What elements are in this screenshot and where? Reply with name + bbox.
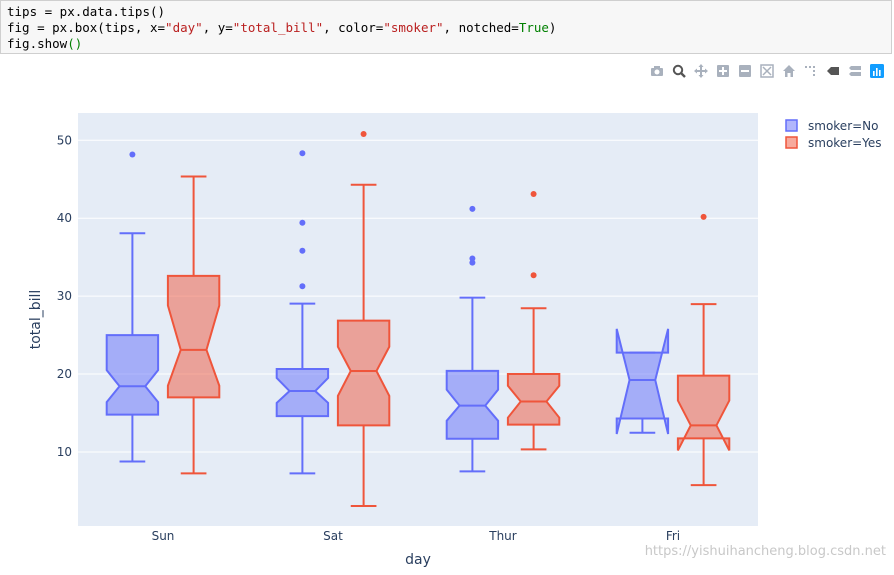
outlier-point [530, 272, 537, 279]
code-line-1: tips = px.data.tips() [7, 4, 885, 20]
outlier-point [299, 283, 306, 290]
code-cell[interactable]: tips = px.data.tips() fig = px.box(tips,… [0, 0, 892, 54]
pan-icon[interactable] [690, 62, 712, 80]
outlier-point [469, 205, 476, 212]
x-axis-title: day [405, 552, 431, 568]
watermark: https://yishuihancheng.blog.csdn.net [644, 544, 886, 559]
code-text: fig.show [7, 36, 68, 51]
code-text: tips = px.data.tips() [7, 4, 166, 19]
legend-swatch [785, 136, 798, 149]
outlier-point [469, 259, 476, 266]
x-tick-label: Thur [488, 529, 517, 543]
x-tick-label: Sun [152, 529, 175, 543]
outlier-point [299, 219, 306, 226]
plotly-logo-icon[interactable] [866, 62, 888, 80]
code-string: "day" [165, 20, 203, 35]
box-smoker-yes-sun [166, 274, 221, 399]
code-line-2: fig = px.box(tips, x="day", y="total_bil… [7, 20, 885, 36]
box-smoker-yes-sat [336, 319, 391, 427]
y-axis-title: total_bill [28, 290, 44, 350]
code-text: ) [548, 20, 557, 35]
box-smoker-no-sat [275, 367, 330, 418]
code-text: , color= [323, 20, 384, 35]
outlier-point [299, 150, 306, 157]
box-smoker-yes-fri [676, 374, 731, 451]
x-tick-label: Sat [323, 529, 343, 543]
box-smoker-no-sun [105, 334, 160, 416]
outlier-point [299, 247, 306, 254]
code-keyword: () [67, 36, 83, 51]
zoom-in-icon[interactable] [712, 62, 734, 80]
y-tick-label: 20 [57, 367, 72, 381]
zoom-out-icon[interactable] [734, 62, 756, 80]
y-tick-label: 10 [57, 445, 72, 459]
code-string: "smoker" [383, 20, 444, 35]
code-line-3: fig.show() [7, 36, 885, 52]
outlier-point [530, 190, 537, 197]
outlier-point [360, 130, 367, 137]
x-tick-label: Fri [666, 529, 680, 543]
code-text: , y= [202, 20, 233, 35]
code-text: fig = px.box(tips, x= [7, 20, 166, 35]
y-tick-label: 50 [57, 133, 72, 147]
hover-compare-icon[interactable] [844, 62, 866, 80]
legend-swatch [785, 119, 798, 132]
legend-label: smoker=No [808, 119, 879, 133]
outlier-point [469, 255, 476, 262]
outlier-point [700, 213, 707, 220]
zoom-icon[interactable] [668, 62, 690, 80]
y-tick-label: 40 [57, 211, 72, 225]
outlier-point [129, 151, 136, 158]
modebar [646, 62, 888, 80]
spike-lines-icon[interactable] [800, 62, 822, 80]
code-text: , notched= [443, 20, 519, 35]
code-keyword: True [518, 20, 549, 35]
camera-icon[interactable] [646, 62, 668, 80]
code-string: "total_bill" [232, 20, 324, 35]
box-smoker-no-fri [615, 328, 670, 435]
y-tick-label: 30 [57, 289, 72, 303]
autoscale-icon[interactable] [756, 62, 778, 80]
legend-label: smoker=Yes [808, 136, 882, 150]
hover-closest-icon[interactable] [822, 62, 844, 80]
home-icon[interactable] [778, 62, 800, 80]
box-smoker-yes-thur [506, 373, 561, 426]
